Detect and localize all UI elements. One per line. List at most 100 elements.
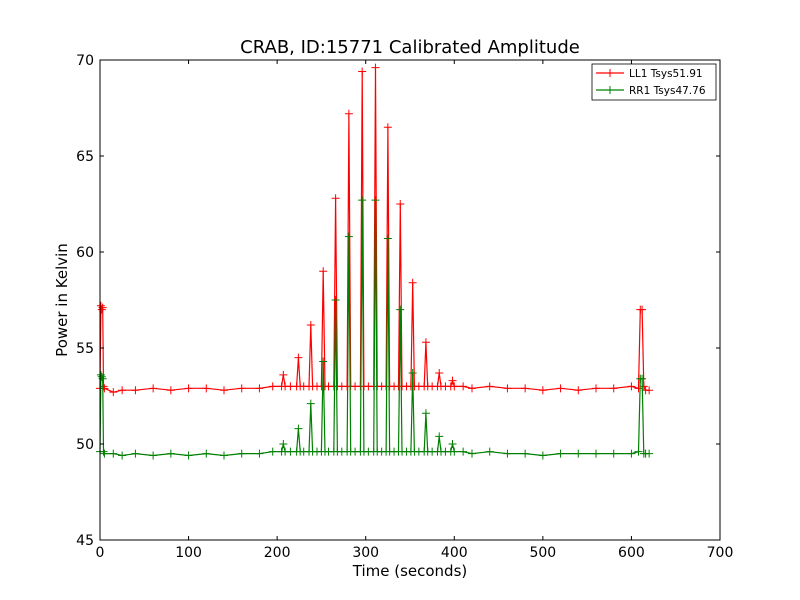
y-axis-label: Power in Kelvin: [53, 243, 71, 357]
data-point-rr1: [645, 449, 654, 458]
data-point-rr1: [421, 409, 430, 418]
data-point-ll1: [538, 386, 547, 395]
x-axis-label: Time (seconds): [352, 562, 468, 580]
data-point-ll1: [645, 386, 654, 395]
legend-label-ll1: LL1 Tsys51.91: [629, 68, 703, 80]
data-point-rr1: [521, 449, 530, 458]
data-point-rr1: [396, 305, 405, 314]
data-point-rr1: [459, 447, 468, 456]
data-point-rr1: [268, 447, 277, 456]
axis-layer: 0 100 200 300 400 500 600 700 45 50 55 60 65 70: [76, 53, 733, 561]
data-point-rr1: [97, 372, 106, 381]
data-point-ll1: [371, 63, 380, 72]
data-point-rr1: [638, 374, 647, 383]
legend-marker-rr1: [606, 86, 614, 94]
data-point-rr1: [294, 424, 303, 433]
data-point-rr1: [435, 432, 444, 441]
data-point-ll1: [408, 278, 417, 287]
series-rr1: [96, 196, 654, 460]
data-point-rr1: [166, 449, 175, 458]
series-layer: [96, 63, 654, 460]
data-point-ll1: [574, 386, 583, 395]
legend-label-rr1: RR1 Tsys47.76: [629, 85, 706, 97]
data-point-rr1: [408, 368, 417, 377]
data-point-rr1: [383, 234, 392, 243]
data-point-ll1: [383, 123, 392, 132]
data-point-rr1: [96, 370, 105, 379]
legend-box: [591, 63, 717, 101]
data-point-ll1: [220, 386, 228, 395]
data-point-ll1: [556, 384, 565, 393]
legend-marker-ll1: [606, 69, 614, 77]
data-point-ll1: [255, 384, 264, 393]
data-point-rr1: [100, 449, 109, 458]
data-point-ll1: [319, 267, 328, 276]
data-point-rr1: [609, 449, 618, 458]
data-point-rr1: [255, 449, 264, 458]
data-point-ll1: [485, 382, 494, 391]
data-point-ll1: [459, 382, 468, 391]
data-point-ll1: [100, 384, 109, 393]
data-point-ll1: [166, 386, 175, 395]
data-point-ll1: [306, 320, 315, 329]
data-point-rr1: [118, 451, 127, 460]
data-point-rr1: [358, 196, 367, 205]
data-point-ll1: [609, 384, 618, 393]
legend: LL1 Tsys51.91 RR1 Tsys47.76: [591, 63, 717, 101]
data-point-rr1: [184, 451, 193, 460]
data-point-rr1: [149, 451, 158, 460]
data-point-rr1: [592, 449, 600, 458]
y-tick-label: 65: [76, 149, 94, 165]
data-point-rr1: [450, 447, 459, 456]
data-point-rr1: [202, 449, 211, 458]
data-point-rr1: [279, 440, 288, 448]
data-point-ll1: [435, 368, 444, 377]
x-tick-label: 300: [352, 545, 379, 561]
data-point-rr1: [627, 449, 636, 458]
x-tick-label: 400: [441, 545, 468, 561]
x-tick-label: 600: [618, 545, 645, 561]
data-point-ll1: [450, 382, 459, 391]
data-point-rr1: [634, 447, 643, 456]
data-point-ll1: [184, 384, 193, 393]
x-tick-label: 100: [175, 545, 202, 561]
x-tick-label: 500: [529, 545, 556, 561]
data-point-rr1: [237, 449, 246, 458]
data-point-rr1: [99, 447, 108, 456]
data-point-ll1: [149, 384, 158, 393]
data-point-ll1: [131, 386, 140, 395]
data-point-ll1: [118, 386, 127, 395]
data-point-rr1: [220, 451, 228, 460]
data-point-ll1: [639, 382, 648, 391]
chart-title: CRAB, ID:15771 Calibrated Amplitude: [240, 37, 580, 58]
data-point-rr1: [306, 399, 315, 408]
data-point-rr1: [485, 447, 494, 456]
data-point-rr1: [448, 440, 457, 448]
data-point-ll1: [468, 384, 476, 393]
x-tick-label: 700: [707, 545, 734, 561]
y-tick-label: 45: [76, 533, 94, 549]
data-point-rr1: [371, 196, 380, 205]
data-point-ll1: [237, 384, 246, 393]
plot-area: [100, 60, 720, 540]
data-point-ll1: [97, 305, 106, 314]
x-tick-label: 200: [264, 545, 291, 561]
data-point-ll1: [202, 384, 211, 393]
y-tick-label: 60: [76, 245, 94, 261]
series-ll1: [96, 63, 654, 397]
data-point-ll1: [503, 384, 512, 393]
data-point-ll1: [268, 382, 277, 391]
data-point-rr1: [131, 449, 140, 458]
data-point-ll1: [358, 67, 367, 76]
data-point-ll1: [638, 305, 647, 314]
legend-entry-rr1: RR1 Tsys47.76: [596, 85, 706, 97]
data-point-ll1: [627, 382, 636, 391]
data-point-rr1: [556, 449, 565, 458]
data-point-rr1: [503, 449, 512, 458]
data-point-rr1: [344, 232, 353, 241]
data-point-ll1: [396, 200, 405, 208]
data-point-ll1: [331, 194, 340, 203]
data-point-ll1: [294, 353, 303, 362]
data-point-ll1: [344, 109, 353, 118]
